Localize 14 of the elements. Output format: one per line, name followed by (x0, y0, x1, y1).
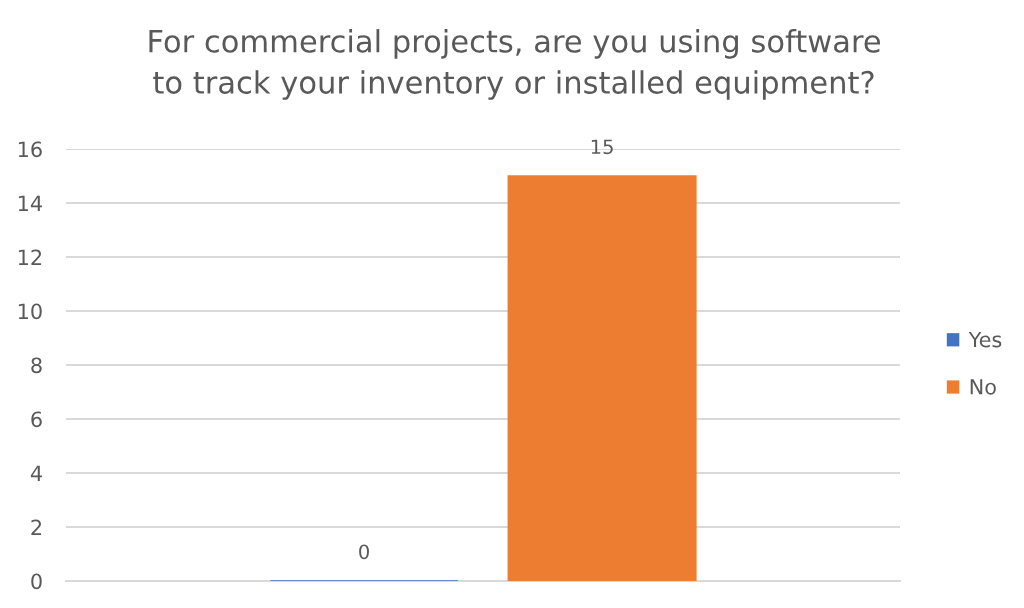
y-tick-label: 16 (18, 141, 42, 158)
legend-label: Yes (968, 331, 1002, 348)
y-tick-label: 8 (31, 357, 42, 374)
y-tick-label: 10 (18, 303, 42, 320)
y-tick-label: 0 (31, 573, 42, 590)
y-tick-label: 2 (31, 519, 42, 535)
data-label: 0 (359, 544, 369, 560)
legend-label: No (970, 379, 996, 395)
y-tick-label: 14 (18, 195, 42, 211)
y-tick-label: 6 (31, 411, 42, 428)
data-label: 15 (591, 139, 613, 155)
chart-title: For commercial projects, are you using software to track your inventory or installed equipment? (149, 29, 880, 100)
y-tick-label: 4 (30, 465, 42, 481)
y-tick-label: 12 (18, 249, 42, 265)
